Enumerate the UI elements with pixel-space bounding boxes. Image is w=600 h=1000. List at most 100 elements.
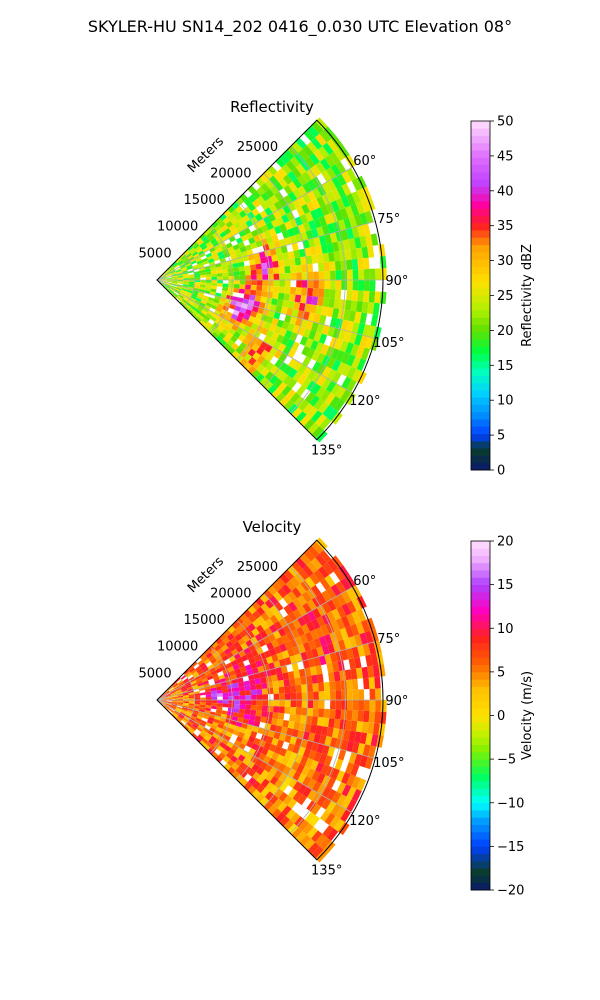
data-bin	[242, 255, 250, 262]
data-bin	[306, 168, 317, 180]
data-bin	[259, 377, 269, 387]
data-bin	[188, 274, 195, 277]
data-bin	[180, 710, 187, 715]
data-bin	[274, 368, 284, 379]
data-bin	[183, 669, 190, 675]
colorbar-segment	[471, 650, 490, 658]
data-bin	[206, 675, 214, 681]
data-bin	[326, 800, 337, 813]
data-bin	[194, 273, 201, 277]
data-bin	[250, 684, 257, 691]
data-bin	[233, 691, 240, 696]
data-bin	[340, 319, 349, 331]
data-bin	[178, 681, 184, 686]
data-bin	[186, 711, 193, 716]
data-bin	[226, 741, 234, 749]
colorbar-segment	[471, 179, 490, 187]
data-bin	[239, 700, 246, 705]
data-bin	[336, 185, 347, 198]
data-bin	[182, 706, 188, 710]
data-bin	[311, 716, 319, 726]
data-bin	[185, 293, 192, 298]
data-bin	[261, 224, 269, 233]
colorbar-segment	[471, 186, 490, 195]
colorbar-label: Reflectivity dBZ	[520, 244, 535, 347]
data-bin	[357, 710, 364, 722]
data-bin	[201, 729, 208, 736]
data-bin	[198, 684, 205, 689]
data-bin	[299, 214, 309, 224]
data-bin	[172, 277, 178, 280]
data-bin	[202, 307, 210, 313]
data-bin	[307, 271, 314, 280]
data-bin	[317, 673, 324, 684]
data-bin	[244, 729, 252, 736]
data-bin	[200, 675, 207, 681]
data-bin	[322, 297, 330, 308]
data-bin	[329, 652, 338, 663]
colorbar-segment	[471, 722, 490, 731]
data-bin	[330, 584, 342, 597]
data-bin	[294, 257, 302, 266]
data-bin	[217, 700, 223, 704]
data-bin	[278, 371, 288, 382]
data-bin	[315, 245, 323, 255]
data-bin	[214, 309, 221, 316]
data-bin	[235, 736, 243, 743]
data-bin	[220, 664, 228, 671]
data-bin	[193, 301, 200, 307]
data-bin	[207, 730, 215, 736]
data-bin	[289, 332, 298, 342]
data-bin	[277, 207, 287, 217]
data-bin	[336, 782, 347, 795]
data-bin	[194, 675, 201, 681]
data-bin	[311, 137, 323, 150]
data-bin	[199, 284, 206, 288]
data-bin	[278, 772, 288, 783]
data-bin	[266, 736, 274, 744]
data-bin	[260, 676, 267, 684]
data-bin	[331, 371, 342, 384]
data-bin	[222, 276, 229, 280]
data-bin	[263, 380, 274, 391]
data-bin	[287, 565, 299, 577]
data-bin	[176, 296, 182, 302]
data-bin	[276, 673, 284, 681]
data-bin	[354, 731, 362, 744]
data-bin	[326, 777, 336, 789]
radial-tick-label: 20000	[210, 587, 251, 602]
angle-tick-label: 105°	[373, 336, 404, 351]
data-bin	[191, 293, 198, 298]
data-bin	[273, 286, 280, 293]
data-bin	[269, 204, 278, 214]
data-bin	[234, 275, 240, 280]
data-bin	[225, 662, 233, 669]
data-bin	[261, 705, 268, 712]
data-bin	[334, 338, 344, 351]
data-bin	[160, 279, 167, 280]
data-bin	[271, 388, 282, 399]
data-bin	[317, 296, 324, 307]
data-bin	[255, 290, 262, 297]
data-bin	[231, 342, 239, 351]
data-bin	[203, 658, 211, 665]
data-bin	[279, 700, 286, 707]
data-bin	[260, 716, 267, 724]
data-bin	[198, 304, 205, 310]
data-bin	[228, 328, 236, 336]
data-bin	[276, 216, 285, 226]
data-bin	[193, 707, 200, 712]
data-bin	[356, 608, 367, 622]
data-bin	[195, 316, 202, 323]
data-bin	[269, 595, 279, 606]
colorbar-segment	[471, 440, 490, 449]
data-bin	[351, 368, 362, 382]
data-bin	[281, 650, 290, 659]
data-bin	[186, 686, 193, 691]
colorbar-tick-label: 40	[497, 184, 514, 199]
data-bin	[207, 664, 215, 670]
data-bin	[261, 327, 269, 336]
data-bin	[284, 236, 292, 246]
data-bin	[196, 247, 203, 254]
